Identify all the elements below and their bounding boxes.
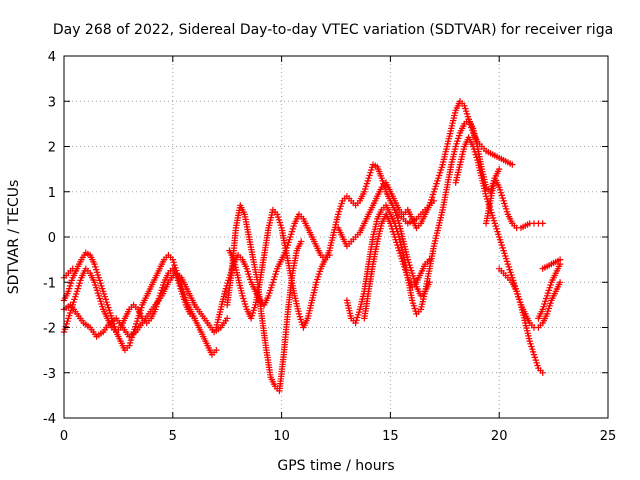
data-point — [213, 346, 220, 354]
data-point-fill — [353, 317, 360, 324]
data-point-fill — [542, 298, 549, 305]
data-point-fill — [455, 135, 462, 142]
data-point — [269, 279, 277, 286]
y-axis-label: SDTVAR / TECUs — [6, 180, 22, 295]
series-layer — [60, 98, 564, 395]
data-point-fill — [170, 259, 177, 266]
data-point-fill — [64, 318, 71, 325]
grid-layer — [64, 56, 608, 418]
data-point-fill — [289, 225, 297, 233]
ticks-layer: 0 5 10 15 20 25 -4 -3 -2 -1 0 1 2 3 4 — [43, 50, 616, 444]
y-tick-label: 1 — [48, 186, 56, 201]
data-point — [69, 265, 76, 272]
data-point — [539, 369, 546, 376]
data-point-fill — [464, 113, 472, 120]
series-track-3 — [60, 270, 231, 340]
data-point — [326, 251, 333, 259]
data-point-fill — [296, 313, 304, 320]
data-point-fill — [405, 259, 412, 266]
data-point — [91, 260, 98, 268]
y-tick-label: -3 — [43, 367, 56, 382]
data-point-fill — [498, 241, 505, 249]
data-point — [430, 188, 438, 195]
data-point-fill — [335, 208, 343, 215]
data-point — [361, 188, 368, 195]
data-point — [426, 256, 433, 263]
data-point-fill — [394, 241, 401, 249]
data-point-fill — [96, 295, 103, 302]
series-track-1 — [60, 249, 220, 358]
x-tick-label: 15 — [382, 429, 399, 444]
data-point-fill — [102, 296, 109, 303]
data-point — [224, 315, 231, 322]
data-point — [556, 279, 564, 286]
data-point-fill — [411, 278, 418, 285]
y-tick-label: 4 — [48, 50, 56, 65]
x-tick-label: 10 — [273, 429, 290, 444]
series-track-8 — [335, 98, 516, 250]
chart-title: Day 268 of 2022, Sidereal Day-to-day VTE… — [53, 22, 613, 38]
y-tick-label: -4 — [43, 412, 56, 427]
y-tick-label: 3 — [48, 95, 56, 110]
data-point — [400, 260, 407, 268]
data-point-fill — [67, 280, 75, 287]
series-track-13 — [482, 175, 546, 232]
data-point — [556, 256, 564, 263]
data-point-fill — [435, 172, 443, 179]
x-tick-label: 0 — [60, 429, 68, 444]
data-point — [509, 161, 516, 168]
data-point — [496, 165, 503, 173]
series-track-11 — [391, 206, 433, 299]
data-point-fill — [472, 151, 479, 158]
data-point — [530, 351, 538, 358]
y-tick-label: 2 — [48, 141, 56, 156]
data-point-fill — [76, 280, 83, 287]
data-point-fill — [503, 205, 510, 213]
data-point — [65, 315, 72, 322]
data-point-fill — [366, 172, 373, 179]
data-point — [426, 279, 433, 286]
data-point-fill — [133, 318, 141, 325]
series-track-16 — [539, 256, 564, 272]
data-point — [539, 220, 546, 227]
x-axis-label: GPS time / hours — [277, 458, 394, 474]
y-tick-label: -2 — [43, 322, 56, 337]
series-track-7 — [226, 206, 333, 331]
y-tick-label: -1 — [43, 276, 56, 291]
y-tick-label: 0 — [48, 231, 56, 246]
data-point-fill — [516, 296, 523, 303]
data-point — [91, 279, 98, 286]
data-point-fill — [388, 222, 395, 230]
x-tick-label: 20 — [491, 429, 508, 444]
data-point — [298, 238, 305, 245]
x-tick-label: 5 — [169, 429, 177, 444]
series-track-14 — [496, 265, 546, 376]
data-point — [313, 279, 320, 286]
x-tick-label: 25 — [600, 429, 617, 444]
data-point-fill — [240, 295, 247, 302]
data-point-fill — [96, 277, 103, 284]
data-point-fill — [247, 276, 254, 283]
data-point — [191, 315, 198, 322]
data-point-fill — [496, 186, 504, 194]
data-point — [247, 315, 255, 322]
series-track-15 — [535, 260, 564, 322]
data-point — [504, 260, 512, 268]
data-point-fill — [180, 296, 188, 303]
series-track-6 — [224, 202, 305, 395]
data-point-fill — [492, 222, 499, 230]
